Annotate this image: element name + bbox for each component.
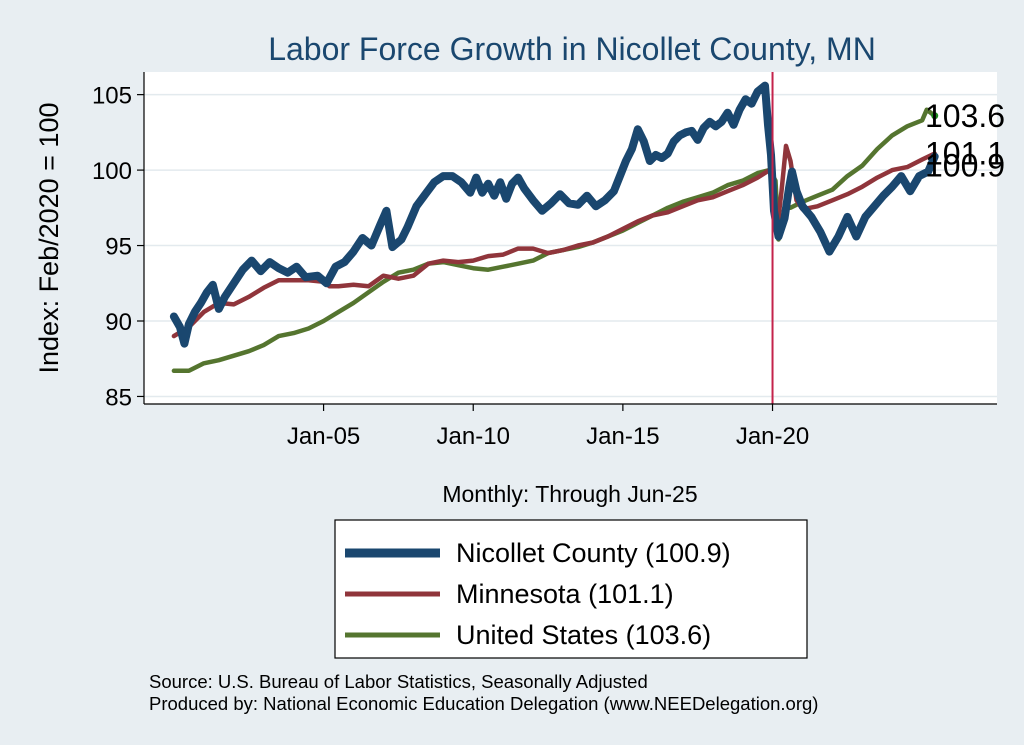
x-tick-label: Jan-15 [586,423,659,450]
end-value-label: 103.6 [925,98,1005,134]
axes [143,72,997,405]
series-line-nicollet-county [169,81,939,348]
x-tick-label: Jan-05 [287,423,360,450]
y-tick-label: 85 [105,384,132,411]
x-tick-label: Jan-10 [437,423,510,450]
us-end-marker [931,112,939,120]
y-tick-label: 90 [105,309,132,336]
y-tick-label: 105 [92,83,132,110]
legend-label: Minnesota (101.1) [456,579,674,609]
legend: Nicollet County (100.9) Minnesota (101.1)… [334,519,808,659]
plot-area [144,72,997,404]
x-axis-label: Monthly: Through Jun-25 [442,481,697,507]
series-lines [169,72,939,404]
legend-label: United States (103.6) [456,620,711,650]
y-axis-label: Index: Feb/2020 = 100 [34,103,64,374]
chart-title: Labor Force Growth in Nicollet County, M… [268,31,876,67]
x-tick-label: Jan-20 [736,423,809,450]
ticks: 85 90 95 100 105 Jan-05 Jan-10 Jan-15 Jan-20 [92,83,809,450]
source-note: Source: U.S. Bureau of Labor Statistics,… [149,671,648,692]
y-tick-label: 95 [105,234,132,261]
legend-label: Nicollet County (100.9) [456,538,731,568]
end-value-label: 101.1 [925,135,1005,171]
end-value-label: 100.9 [925,148,1005,184]
producer-note: Produced by: National Economic Education… [149,693,818,714]
y-tick-label: 100 [92,158,132,185]
